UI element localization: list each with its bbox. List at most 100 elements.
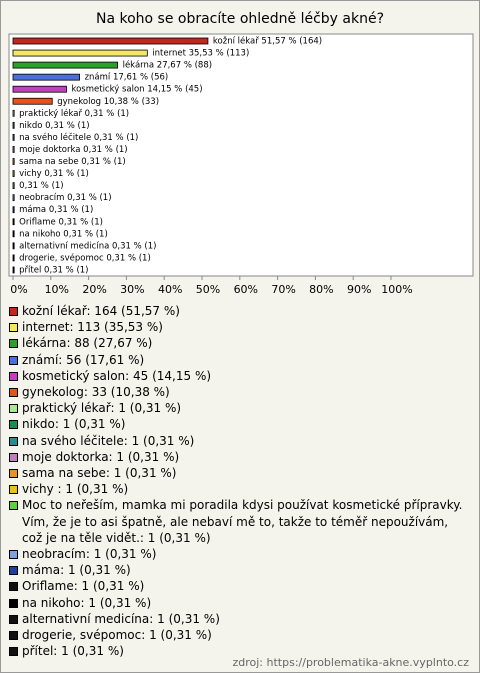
bar-label: moje doktorka 0,31 % (1) (19, 145, 127, 155)
legend-label: praktický lékař: 1 (0,31 %) (22, 401, 182, 416)
bar (12, 194, 15, 202)
bar-label: alternativní medicína 0,31 % (1) (19, 241, 156, 251)
legend-label: kosmetický salon: 45 (14,15 %) (22, 368, 212, 383)
x-tick-label: 30% (120, 283, 144, 296)
bar (12, 49, 148, 57)
legend-item: nikdo: 1 (0,31 %) (9, 416, 469, 432)
bar-label: nikdo 0,31 % (1) (19, 121, 89, 131)
legend-swatch (9, 485, 18, 495)
x-tick-label: 70% (271, 283, 295, 296)
bar (12, 206, 15, 214)
bar (12, 37, 209, 45)
legend-swatch (9, 371, 18, 381)
legend-item: na svého léčitele: 1 (0,31 %) (9, 433, 469, 449)
legend-label: přítel: 1 (0,31 %) (22, 644, 124, 659)
bar-label: kožní lékař 51,57 % (164) (213, 36, 322, 47)
legend-item: kosmetický salon: 45 (14,15 %) (9, 368, 469, 384)
bar-label: známí 17,61 % (56) (85, 73, 169, 83)
legend-swatch (9, 582, 18, 592)
legend-swatch (9, 452, 18, 462)
legend-item: alternativní medicína: 1 (0,31 %) (9, 611, 469, 627)
x-tick-label: 0% (10, 283, 27, 296)
bar-label: na nikoho 0,31 % (1) (19, 229, 108, 239)
legend-item: sama na sebe: 1 (0,31 %) (9, 465, 469, 481)
bar (12, 218, 15, 226)
legend-swatch (9, 323, 18, 333)
bar (12, 242, 15, 250)
legend-label: na nikoho: 1 (0,31 %) (22, 595, 152, 610)
legend-label: lékárna: 88 (27,67 %) (22, 336, 153, 351)
legend-item: známí: 56 (17,61 %) (9, 352, 469, 368)
bar (12, 97, 53, 105)
legend-item: na nikoho: 1 (0,31 %) (9, 595, 469, 611)
legend-item: neobracím: 1 (0,31 %) (9, 546, 469, 562)
bar (12, 109, 15, 117)
bar (12, 182, 15, 190)
legend-label: kožní lékař: 164 (51,57 %) (22, 304, 180, 318)
legend-swatch (9, 550, 18, 560)
legend-label: alternativní medicína: 1 (0,31 %) (22, 611, 220, 626)
bar (12, 146, 15, 153)
legend-label: máma: 1 (0,31 %) (22, 563, 131, 578)
legend-swatch (9, 598, 18, 608)
bar-label: neobracím 0,31 % (1) (19, 193, 111, 203)
bar-label: 0,31 % (1) (19, 181, 63, 191)
legend-item: máma: 1 (0,31 %) (9, 562, 469, 578)
bar-label: sama na sebe 0,31 % (1) (19, 157, 126, 167)
x-tick-label: 50% (196, 283, 220, 296)
legend-swatch (9, 436, 18, 446)
legend-label: na svého léčitele: 1 (0,31 %) (22, 433, 195, 448)
bar (12, 133, 15, 141)
legend-label: gynekolog: 33 (10,38 %) (22, 385, 170, 400)
bar-label: na svého léčitele 0,31 % (1) (19, 132, 138, 143)
legend-item: internet: 113 (35,53 %) (9, 319, 469, 335)
legend-label: internet: 113 (35,53 %) (22, 320, 163, 335)
plot-area (8, 33, 474, 277)
legend-item: vichy : 1 (0,31 %) (9, 481, 469, 497)
x-tick-label: 40% (158, 283, 182, 296)
legend-swatch (9, 355, 18, 365)
legend-item: Moc to neřeším, mamka mi poradila kdysi … (9, 497, 469, 546)
legend-item: kožní lékař: 164 (51,57 %) (9, 303, 469, 319)
bar-label: praktický lékař 0,31 % (1) (19, 108, 129, 119)
legend-label: sama na sebe: 1 (0,31 %) (22, 466, 177, 481)
bar (12, 85, 67, 93)
legend-swatch (9, 404, 18, 414)
x-tick-label: 90% (347, 283, 371, 296)
legend-label: drogerie, svépomoc: 1 (0,31 %) (22, 628, 212, 643)
legend-swatch (9, 420, 18, 430)
legend-swatch (9, 307, 18, 316)
legend-swatch (9, 647, 18, 657)
bar (12, 266, 15, 274)
legend-swatch (9, 614, 18, 624)
legend-label: moje doktorka: 1 (0,31 %) (22, 449, 180, 464)
bar (12, 73, 80, 81)
bar (12, 230, 15, 238)
x-tick-label: 10% (45, 283, 69, 296)
x-tick-label: 100% (381, 283, 412, 296)
x-tick-label: 20% (82, 283, 106, 296)
bar-label: gynekolog 10,38 % (33) (57, 97, 159, 107)
legend-item: praktický lékař: 1 (0,31 %) (9, 400, 469, 416)
legend-label: Oriflame: 1 (0,31 %) (22, 579, 145, 594)
legend-label: nikdo: 1 (0,31 %) (22, 417, 126, 432)
bar (12, 61, 118, 69)
legend-swatch (9, 339, 18, 349)
legend-swatch (9, 566, 18, 576)
legend-swatch (9, 469, 18, 479)
bar-label: drogerie, svépomoc 0,31 % (1) (19, 252, 151, 263)
x-tick-label: 80% (309, 283, 333, 296)
legend-label: vichy : 1 (0,31 %) (22, 482, 129, 497)
bar-label: přítel 0,31 % (1) (19, 265, 88, 275)
bar (12, 158, 15, 165)
legend-item: lékárna: 88 (27,67 %) (9, 335, 469, 351)
source: zdroj: https://problematika-akne.vyplnto… (232, 656, 469, 669)
legend-item: drogerie, svépomoc: 1 (0,31 %) (9, 627, 469, 643)
legend-label: Moc to neřeším, mamka mi poradila kdysi … (22, 498, 463, 545)
legend-label: známí: 56 (17,61 %) (22, 352, 145, 367)
legend-item: gynekolog: 33 (10,38 %) (9, 384, 469, 400)
x-tick-label: 60% (234, 283, 258, 296)
legend-swatch (9, 631, 18, 641)
bar-label: kosmetický salon 14,15 % (45) (71, 85, 202, 95)
chart-title: Na koho se obracíte ohledně léčby akné? (96, 11, 384, 27)
